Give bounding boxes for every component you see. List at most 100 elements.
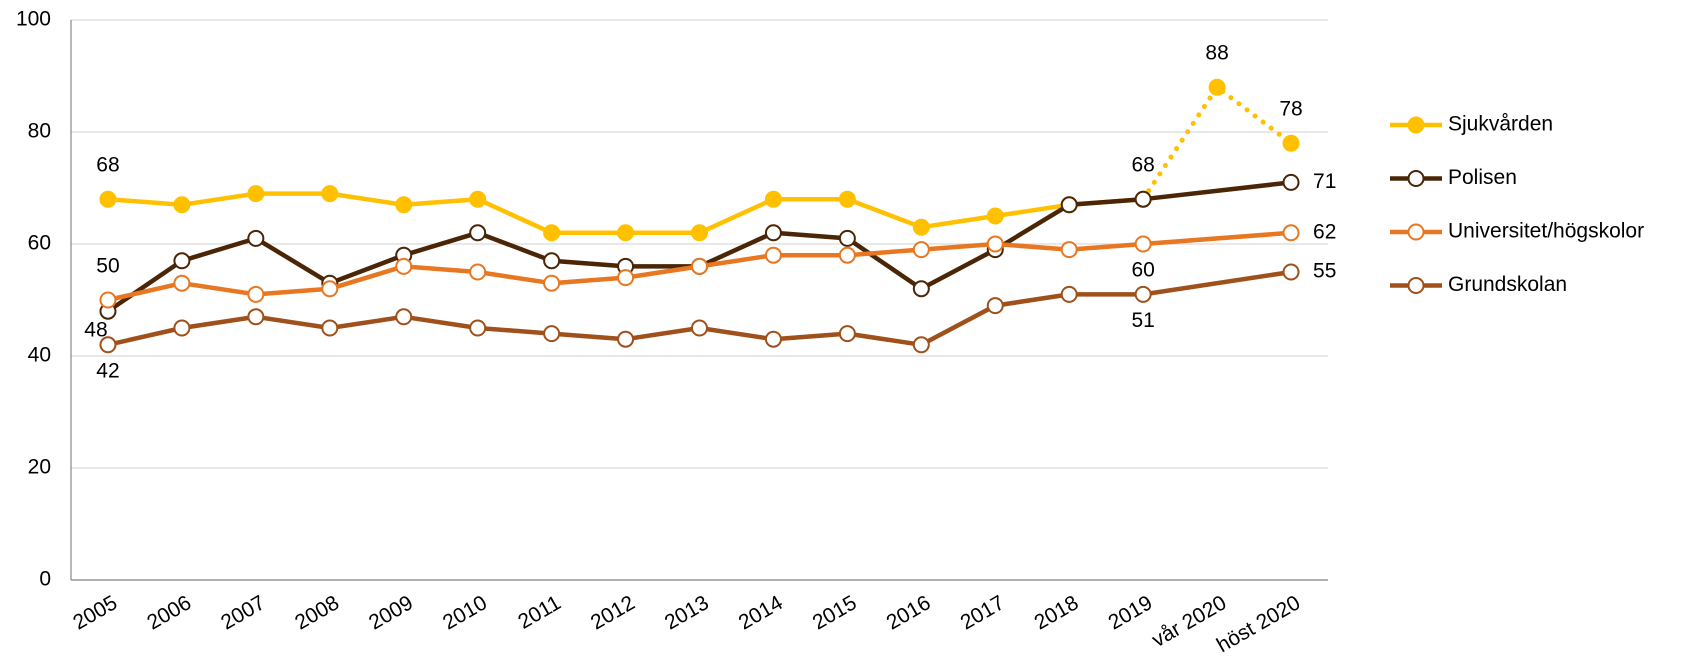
x-tick-label: 2017 [957,591,1009,634]
marker [321,280,339,298]
marker [1060,196,1078,214]
marker [543,274,561,292]
marker [1060,241,1078,259]
marker [986,297,1004,315]
x-tick-label: 2009 [365,591,417,634]
marker [691,257,708,275]
marker [247,308,265,326]
gap-connector [1142,180,1292,202]
marker [764,190,782,208]
marker [617,269,635,287]
x-tick-label: 2008 [291,591,343,634]
marker [1282,173,1300,191]
line-dotted [1140,84,1294,202]
marker [986,207,1004,225]
marker [99,336,117,354]
marker [469,190,487,208]
marker [321,319,339,337]
marker [838,190,856,208]
data-label: 50 [96,255,119,278]
legend-marker [1407,116,1425,134]
marker [173,274,191,292]
legend-label: Polisen [1448,166,1517,189]
x-tick-label: 2006 [143,591,195,634]
marker [1134,285,1152,303]
marker [469,263,487,281]
marker [691,319,708,337]
y-tick-label: 100 [16,8,51,31]
x-tick-label: 2005 [69,591,121,634]
marker [1282,134,1300,152]
marker [1282,263,1300,281]
marker [912,336,930,354]
marker [838,246,856,264]
marker [912,241,930,259]
marker [99,190,117,208]
marker [617,224,635,242]
data-label: 68 [1131,154,1154,177]
x-tick-label: 2007 [217,591,269,634]
legend-label: Grundskolan [1448,273,1567,296]
marker [543,252,561,270]
data-label: 42 [96,359,119,382]
marker [247,185,265,203]
gap-connector [1142,230,1292,247]
marker [764,224,782,242]
data-label: 48 [84,319,107,342]
marker [912,280,930,298]
marker [395,196,413,214]
x-tick-label: 2012 [587,591,639,634]
marker [543,325,561,343]
y-tick-label: 20 [28,456,51,479]
marker [1134,235,1152,253]
data-label: 62 [1313,220,1336,243]
marker [691,224,708,242]
x-tick-label: 2018 [1031,591,1083,634]
marker [247,285,265,303]
marker [1060,285,1078,303]
legend-marker [1407,223,1425,241]
y-tick-label: 40 [28,344,51,367]
data-label: 88 [1205,42,1228,65]
marker [912,218,930,236]
data-label: 68 [96,154,119,177]
y-tick-label: 0 [39,568,51,591]
data-label: 60 [1131,259,1154,282]
y-tick-label: 80 [28,120,51,143]
y-tick-label: 60 [28,232,51,255]
data-label: 55 [1313,260,1336,283]
x-tick-label: höst 2020 [1213,591,1304,657]
legend-label: Universitet/högskolor [1448,220,1644,243]
data-label: 78 [1279,98,1302,121]
legend-label: Sjukvården [1448,113,1553,136]
gap-connector [1142,269,1292,297]
marker [838,229,856,247]
marker [1282,224,1300,242]
data-label: 51 [1131,309,1154,332]
data-label: 71 [1313,170,1336,193]
x-tick-label: 2011 [514,591,565,634]
marker [173,196,191,214]
marker [173,319,191,337]
x-tick-label: 2016 [883,591,935,634]
marker [469,224,487,242]
marker [617,330,635,348]
marker [321,185,339,203]
x-tick-label: 2013 [661,591,713,634]
marker [543,224,561,242]
x-tick-label: 2010 [439,591,491,634]
marker [764,330,782,348]
marker [469,319,487,337]
x-tick-label: 2014 [735,591,787,634]
marker [1208,78,1226,96]
legend-marker [1407,170,1425,187]
marker [173,252,191,270]
x-tick-label: 2015 [809,591,861,634]
marker [395,257,413,275]
marker [395,308,413,326]
marker [986,235,1004,253]
x-tick-label: 2019 [1104,591,1156,634]
marker [838,325,856,343]
marker [99,291,117,309]
